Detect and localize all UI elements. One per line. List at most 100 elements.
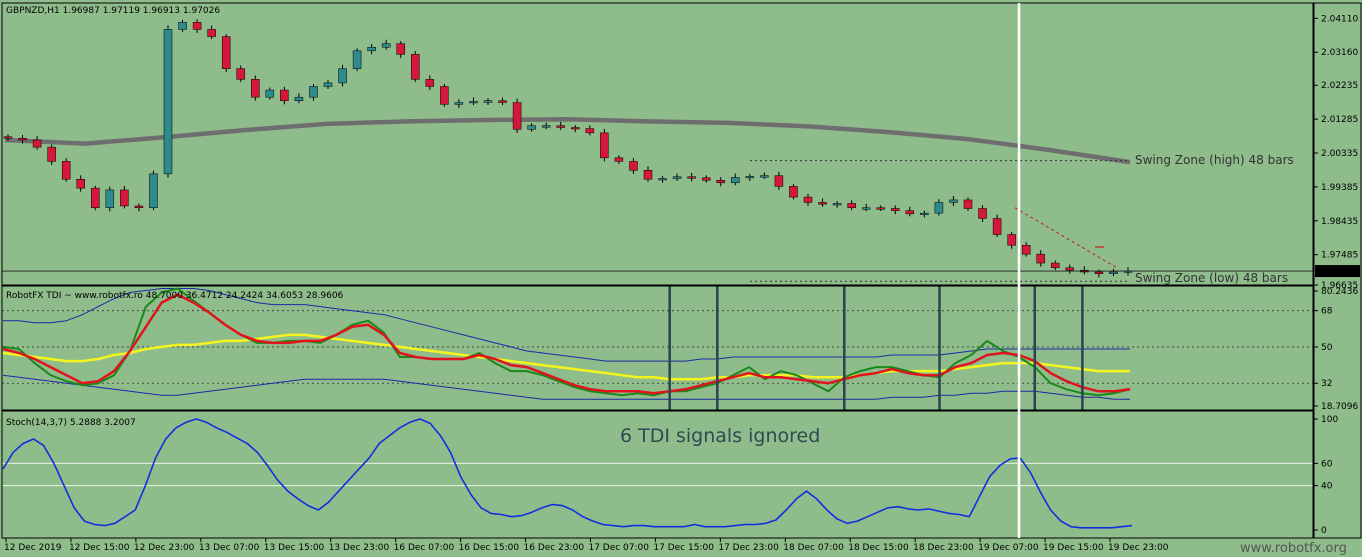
time-tick-label: 19 Dec 23:00 [1108, 543, 1169, 553]
time-tick-label: 18 Dec 07:00 [783, 543, 844, 553]
candle-body [149, 173, 158, 209]
candle-body [76, 178, 85, 189]
candle-body [629, 161, 638, 171]
time-tick-label: 18 Dec 23:00 [913, 543, 974, 553]
candle-body [3, 136, 13, 139]
price-tick-label: 2.04110 [1321, 14, 1358, 24]
tdi-tick-label: 32 [1321, 379, 1332, 389]
panel-frame-1 [1, 2, 1314, 286]
candle-body [425, 79, 435, 87]
candle-body [731, 177, 740, 184]
time-tick-label: 17 Dec 23:00 [718, 543, 779, 553]
candle-body [1007, 234, 1016, 246]
candle-body [760, 175, 769, 178]
price-tick-label: 2.02235 [1321, 81, 1358, 91]
candle-body [105, 189, 115, 209]
candle-body [207, 29, 216, 37]
current-price-tag [1315, 265, 1360, 278]
candle-body [1109, 271, 1118, 275]
candle-body [338, 68, 347, 84]
stoch-tick-label: 40 [1321, 482, 1333, 492]
candle-body [512, 102, 522, 130]
time-tick-label: 13 Dec 07:00 [199, 543, 260, 553]
tdi-header: RobotFX TDI ~ www.robotfx.ro 48.7000 36.… [6, 291, 344, 301]
tdi-signal-line [2, 333, 1130, 381]
time-tick-label: 18 Dec 15:00 [848, 543, 909, 553]
candle-body [1021, 244, 1031, 255]
tdi-upper-band [3, 288, 1130, 362]
candle-body [47, 146, 56, 162]
candle-body [658, 178, 667, 181]
candle-body [1036, 253, 1045, 264]
candle-body [992, 218, 1002, 235]
candle-body [541, 125, 551, 128]
candle-body [280, 89, 289, 101]
time-tick-label: 12 Dec 15:00 [69, 543, 130, 553]
candle-body [803, 196, 813, 203]
time-tick-label: 13 Dec 23:00 [329, 543, 390, 553]
candle-body [527, 125, 536, 130]
stoch-tick-label: 0 [1321, 526, 1327, 536]
tdi-panel[interactable] [2, 286, 1313, 410]
candle-body [221, 36, 231, 69]
candle-body [556, 125, 565, 128]
candle-body [265, 89, 275, 98]
candle-body [745, 176, 755, 179]
price-tick-label: 2.01285 [1321, 115, 1358, 125]
candle-body [687, 176, 696, 179]
time-tick-label: 16 Dec 07:00 [394, 543, 455, 553]
candle-body [774, 175, 784, 187]
candle-body [192, 22, 202, 30]
price-axis-frame [1313, 2, 1362, 539]
price-tick-label: 1.98435 [1321, 217, 1358, 227]
candle-body [920, 212, 929, 215]
time-tick-label: 16 Dec 23:00 [524, 543, 585, 553]
time-tick-label: 12 Dec 2019 [4, 543, 62, 553]
candles [3, 19, 1133, 278]
candle-body [32, 139, 42, 148]
candle-body [483, 100, 493, 103]
candle-body [469, 101, 478, 104]
time-tick-label: 19 Dec 15:00 [1043, 543, 1104, 553]
candle-body [789, 186, 798, 198]
candle-body [585, 128, 595, 134]
candle-body [61, 161, 71, 180]
moving-average-line [4, 117, 1131, 165]
price-panel[interactable] [2, 19, 1313, 282]
candle-body [643, 170, 653, 180]
time-tick-label: 17 Dec 07:00 [588, 543, 649, 553]
candle-body [847, 203, 856, 209]
panel-frame-3 [1, 410, 1314, 539]
watermark: www.robotfx.org [1240, 541, 1347, 556]
candle-body [440, 86, 449, 105]
tdi-tick-label: 18.7096 [1321, 402, 1358, 412]
tdi-tick-label: 68 [1321, 307, 1333, 317]
swing-zone-high-label: Swing Zone (high) 48 bars [1135, 153, 1294, 167]
panel-frame-2 [1, 285, 1314, 411]
time-tick-label: 12 Dec 23:00 [134, 543, 195, 553]
trend-line [1014, 207, 1119, 269]
candle-body [978, 208, 987, 219]
swing-zone-low-label: Swing Zone (low) 48 bars [1135, 271, 1288, 285]
candle-body [323, 82, 333, 87]
stochastic-panel[interactable] [2, 418, 1313, 529]
candle-body [934, 202, 944, 214]
candle-body [163, 29, 173, 175]
ignored-signals-annotation: 6 TDI signals ignored [620, 425, 820, 447]
candle-body [367, 46, 376, 52]
candle-body [861, 207, 871, 210]
candle-body [571, 127, 580, 130]
time-tick-label: 19 Dec 07:00 [978, 543, 1039, 553]
candle-body [1094, 271, 1104, 275]
candle-body [963, 199, 973, 209]
candle-body [905, 210, 915, 215]
price-tick-label: 2.00335 [1321, 149, 1358, 159]
candle-body [251, 79, 260, 98]
current-price-label: 1.97026 [1319, 268, 1356, 278]
stochastic-header: Stoch(14,3,7) 5.2888 3.2007 [6, 418, 136, 428]
candle-body [716, 180, 725, 184]
candle-body [178, 22, 187, 30]
